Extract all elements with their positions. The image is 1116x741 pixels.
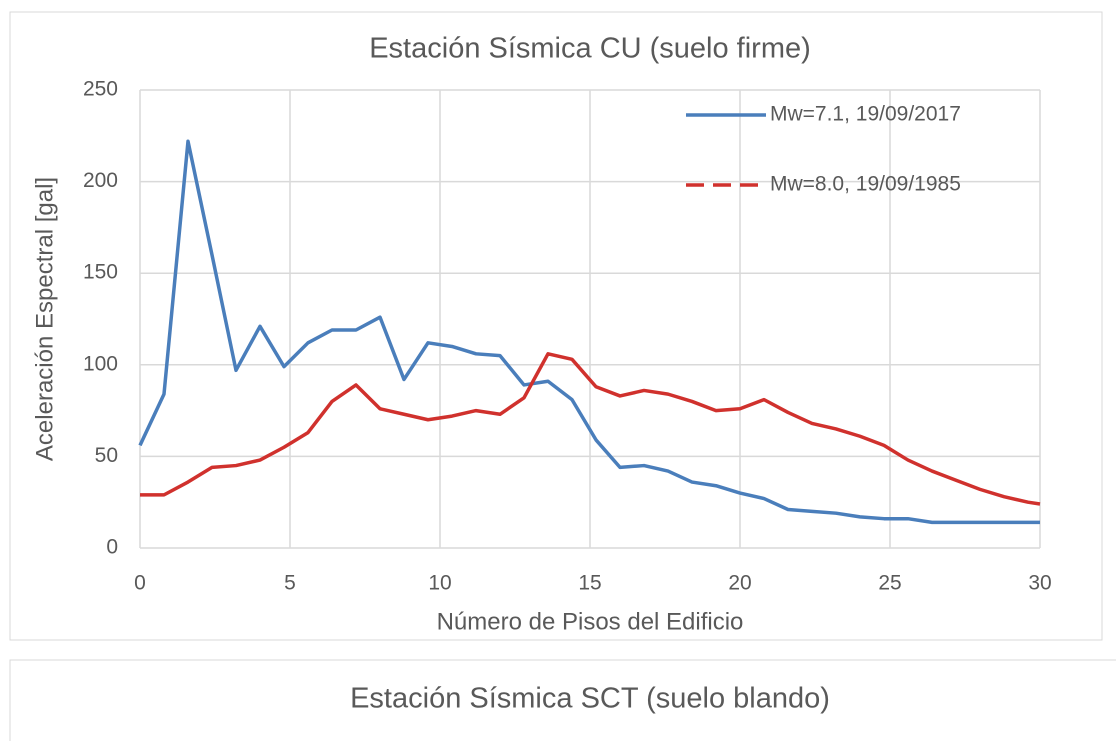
x-tick-label: 30	[1028, 572, 1051, 595]
x-tick-label: 20	[728, 572, 751, 595]
y-tick-label: 200	[83, 169, 118, 192]
chart-frame	[9, 11, 1103, 641]
legend-label: Mw=7.1, 19/09/2017	[770, 103, 961, 126]
legend-label: Mw=8.0, 19/09/1985	[770, 173, 961, 196]
chart-title: Estación Sísmica SCT (suelo blando)	[350, 683, 830, 715]
y-tick-label: 0	[106, 536, 118, 559]
x-axis-label: Número de Pisos del Edificio	[437, 608, 744, 635]
chart-frame	[9, 659, 1116, 741]
y-tick-label: 150	[83, 261, 118, 284]
line-series	[138, 139, 1040, 525]
x-tick-label: 25	[878, 572, 901, 595]
x-tick-label: 5	[284, 572, 296, 595]
x-tick-label: 15	[578, 572, 601, 595]
x-tick-label: 0	[134, 572, 146, 595]
line-series	[140, 352, 1041, 506]
y-tick-label: 50	[95, 444, 118, 467]
y-tick-label: 100	[83, 352, 118, 375]
y-tick-label: 250	[83, 78, 118, 101]
chart-title: Estación Sísmica CU (suelo firme)	[369, 33, 811, 65]
x-tick-label: 10	[428, 572, 451, 595]
y-axis-label: Aceleración Espectral [gal]	[31, 177, 58, 461]
